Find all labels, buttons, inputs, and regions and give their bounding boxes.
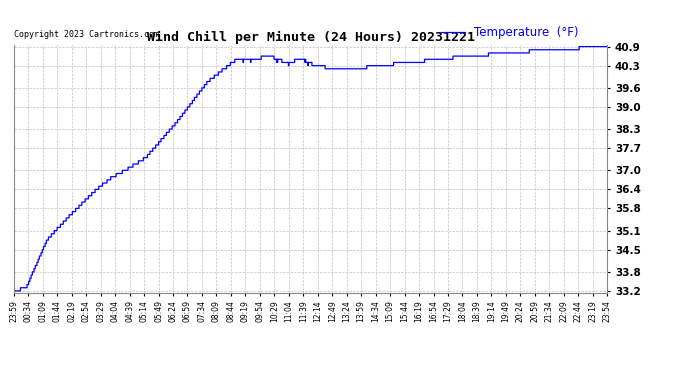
Temperature  (°F) bbox=[603, 44, 611, 49]
Temperature  (°F) bbox=[575, 44, 583, 49]
Temperature  (°F) bbox=[10, 289, 18, 293]
Temperature  (°F) bbox=[208, 76, 216, 81]
Temperature  (°F) bbox=[403, 60, 411, 65]
Temperature  (°F) bbox=[480, 54, 489, 58]
Temperature  (°F) bbox=[127, 165, 135, 170]
Temperature  (°F) bbox=[533, 48, 541, 52]
Legend: Temperature  (°F): Temperature (°F) bbox=[437, 21, 584, 44]
Temperature  (°F) bbox=[141, 155, 150, 160]
Title: Wind Chill per Minute (24 Hours) 20231221: Wind Chill per Minute (24 Hours) 2023122… bbox=[146, 31, 475, 44]
Line: Temperature  (°F): Temperature (°F) bbox=[14, 46, 607, 291]
Text: Copyright 2023 Cartronics.com: Copyright 2023 Cartronics.com bbox=[14, 30, 159, 39]
